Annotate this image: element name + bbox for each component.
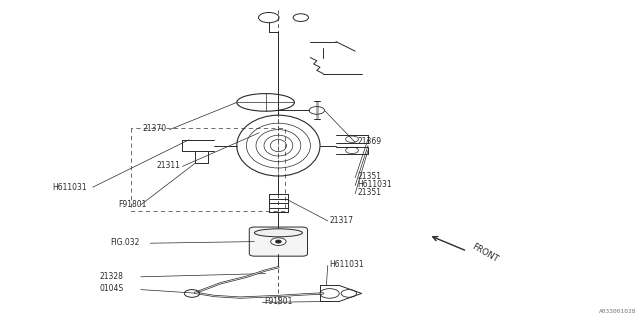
Text: 21311: 21311 <box>157 161 180 170</box>
Text: 21351: 21351 <box>357 188 381 197</box>
Text: H611031: H611031 <box>357 180 392 189</box>
Text: A033001028: A033001028 <box>599 309 637 314</box>
Circle shape <box>276 240 281 243</box>
Text: 21317: 21317 <box>330 216 354 225</box>
Text: FIG.032: FIG.032 <box>110 238 140 247</box>
Text: F91801: F91801 <box>264 297 292 306</box>
Text: H611031: H611031 <box>330 260 364 269</box>
Circle shape <box>271 238 286 245</box>
Text: F91801: F91801 <box>118 200 147 209</box>
Text: FRONT: FRONT <box>470 242 500 264</box>
FancyBboxPatch shape <box>250 227 308 256</box>
Text: 21328: 21328 <box>99 272 123 281</box>
Text: H611031: H611031 <box>52 183 87 192</box>
Text: 21351: 21351 <box>357 172 381 181</box>
Text: 21369: 21369 <box>357 137 381 146</box>
Ellipse shape <box>254 229 302 237</box>
Text: 21370: 21370 <box>142 124 166 133</box>
Text: 0104S: 0104S <box>99 284 124 293</box>
